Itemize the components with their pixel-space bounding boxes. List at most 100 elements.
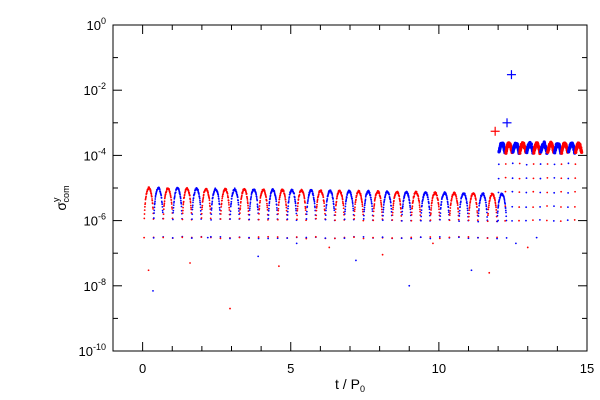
data-point bbox=[408, 199, 411, 202]
data-point bbox=[221, 195, 224, 198]
data-point bbox=[438, 208, 440, 211]
data-point bbox=[230, 203, 232, 206]
data-point bbox=[294, 202, 297, 205]
data-point bbox=[267, 235, 270, 238]
x-axis-title-main: t / P bbox=[335, 376, 360, 392]
data-point bbox=[229, 213, 232, 216]
data-point bbox=[294, 201, 297, 203]
data-point bbox=[392, 204, 395, 207]
data-point bbox=[351, 201, 354, 204]
data-point bbox=[170, 201, 173, 204]
data-point bbox=[188, 194, 191, 197]
data-point bbox=[403, 196, 406, 199]
data-point bbox=[202, 198, 204, 201]
data-point bbox=[455, 197, 458, 200]
data-point bbox=[363, 206, 366, 209]
data-point bbox=[420, 215, 423, 218]
data-point bbox=[275, 198, 277, 201]
data-point bbox=[210, 209, 213, 211]
data-point bbox=[363, 214, 365, 217]
data-point bbox=[429, 236, 432, 238]
data-point bbox=[305, 236, 308, 239]
data-point bbox=[428, 206, 431, 209]
data-point bbox=[285, 206, 288, 209]
data-point bbox=[179, 199, 182, 202]
data-point bbox=[326, 199, 328, 202]
data-point bbox=[403, 194, 406, 197]
data-point bbox=[312, 194, 315, 197]
data-point bbox=[233, 187, 236, 190]
data-point bbox=[296, 214, 299, 217]
data-point bbox=[391, 211, 394, 214]
data-point bbox=[248, 218, 251, 221]
data-point bbox=[328, 191, 330, 194]
data-point bbox=[430, 207, 433, 209]
data-point bbox=[380, 205, 383, 208]
data-point bbox=[526, 246, 529, 249]
y-tick-label: 10-6 bbox=[84, 212, 106, 229]
data-point bbox=[390, 204, 393, 207]
data-point bbox=[354, 201, 357, 203]
data-point bbox=[160, 197, 163, 199]
data-point bbox=[446, 196, 448, 199]
data-point bbox=[268, 204, 271, 207]
data-point bbox=[401, 210, 404, 213]
data-point bbox=[391, 219, 394, 221]
data-point bbox=[164, 194, 167, 197]
data-point bbox=[389, 200, 392, 203]
data-point bbox=[210, 207, 213, 210]
data-point bbox=[202, 196, 205, 199]
data-point bbox=[496, 214, 499, 217]
data-point bbox=[372, 210, 375, 213]
data-point bbox=[419, 210, 422, 213]
data-point bbox=[468, 212, 470, 215]
data-point bbox=[370, 199, 373, 201]
data-point bbox=[574, 177, 577, 180]
data-point bbox=[268, 202, 271, 205]
data-point bbox=[489, 196, 492, 199]
data-point bbox=[169, 190, 171, 193]
data-point bbox=[409, 208, 412, 211]
data-point bbox=[580, 150, 584, 154]
data-point bbox=[304, 207, 307, 210]
data-point bbox=[198, 196, 201, 199]
data-point bbox=[458, 209, 461, 212]
data-point bbox=[411, 205, 414, 208]
data-point bbox=[265, 199, 268, 202]
data-point bbox=[354, 203, 357, 206]
data-point bbox=[342, 202, 345, 205]
data-point bbox=[235, 190, 238, 193]
data-point bbox=[449, 207, 452, 209]
data-point bbox=[389, 198, 392, 201]
data-point bbox=[259, 201, 261, 204]
data-point bbox=[455, 196, 458, 198]
data-point bbox=[193, 191, 196, 194]
data-point bbox=[511, 162, 514, 165]
data-point bbox=[191, 206, 194, 209]
data-point bbox=[276, 236, 279, 238]
data-point bbox=[303, 197, 306, 200]
data-point bbox=[150, 192, 153, 195]
data-point bbox=[511, 177, 514, 180]
data-point bbox=[207, 191, 209, 194]
data-point bbox=[539, 191, 542, 194]
data-point bbox=[546, 205, 548, 207]
data-point bbox=[567, 177, 570, 180]
data-point bbox=[364, 201, 366, 203]
data-point bbox=[553, 205, 555, 208]
data-point bbox=[228, 209, 231, 211]
data-point bbox=[410, 211, 413, 214]
data-point bbox=[364, 198, 367, 201]
data-point bbox=[361, 205, 364, 208]
data-point bbox=[180, 202, 183, 205]
data-point bbox=[303, 196, 306, 199]
data-point bbox=[553, 176, 556, 179]
data-point bbox=[315, 205, 318, 208]
data-point bbox=[437, 199, 439, 202]
data-point bbox=[162, 236, 165, 239]
data-point bbox=[546, 176, 549, 179]
data-point bbox=[503, 198, 506, 201]
data-point bbox=[456, 204, 459, 207]
data-point bbox=[546, 191, 549, 194]
data-point bbox=[147, 269, 150, 272]
